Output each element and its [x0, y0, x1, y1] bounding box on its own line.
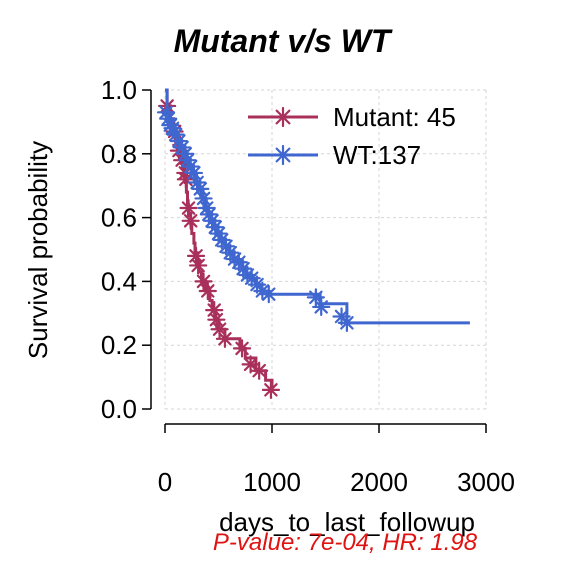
legend-marker-1	[272, 144, 294, 166]
series-0-censor-mark-15	[215, 329, 235, 348]
y-tick-label-5: 1.0	[101, 75, 137, 105]
y-tick-label-4: 0.8	[101, 139, 137, 169]
y-tick-label-2: 0.4	[101, 266, 137, 296]
legend: Mutant: 45 WT:137	[248, 102, 456, 170]
series-0-censor-mark-7	[181, 211, 200, 230]
x-axis-label: days_to_last_followup	[219, 507, 475, 537]
series-0-censor-mark-8	[186, 246, 206, 265]
x-tick-label-0: 0	[158, 467, 172, 497]
series-0-censor-mark-17	[241, 355, 260, 374]
legend-label-1: WT:137	[333, 140, 421, 170]
grid	[164, 89, 487, 410]
series-0-censor-mark-11	[198, 281, 217, 301]
chart-title: Mutant v/s WT	[174, 23, 393, 59]
x-tick-label-2: 2000	[350, 467, 408, 497]
series-1-censor-mark-33	[337, 313, 356, 332]
series-0-censor-mark-9	[189, 256, 208, 275]
series-0-censor-mark-6	[179, 198, 198, 218]
x-tick-label-3: 3000	[457, 467, 515, 497]
series-0-censor-mark-16	[232, 339, 252, 358]
axes: 0.0 0.2 0.4 0.6 0.8 1.0 0 1000 2000 3000	[101, 75, 515, 497]
series-1-censor-mark-29	[259, 285, 278, 304]
y-tick-label-0: 0.0	[101, 394, 137, 424]
y-tick-label-1: 0.2	[101, 330, 137, 360]
series-0-censor-mark-19	[261, 380, 281, 399]
plot-lines	[156, 88, 470, 399]
x-tick-label-1: 1000	[243, 467, 301, 497]
pvalue-annotation: P-value: 7e-04, HR: 1.98	[213, 529, 478, 556]
series-1-censor-mark-31	[312, 297, 331, 317]
y-tick-label-3: 0.6	[101, 203, 137, 233]
y-axis-label: Survival probability	[23, 141, 53, 359]
series-1-censor-mark-7	[176, 144, 195, 163]
series-0-censor-mark-18	[250, 361, 269, 380]
legend-label-0: Mutant: 45	[333, 102, 456, 132]
legend-marker-0	[272, 106, 294, 128]
